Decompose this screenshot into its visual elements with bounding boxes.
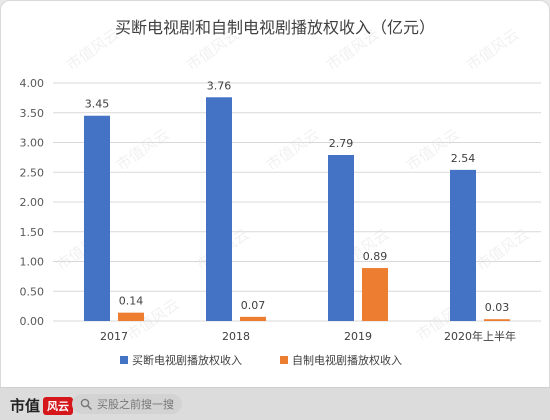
legend-label: 买断电视剧播放权收入 [132, 353, 242, 367]
y-tick-label: 2.00 [20, 196, 45, 209]
data-label: 0.07 [241, 299, 266, 312]
watermark-text: 市值风云 [263, 125, 322, 174]
data-label: 2.54 [451, 152, 476, 165]
legend: 买断电视剧播放权收入 自制电视剧播放权收入 [120, 353, 402, 367]
bar-self-made-0 [118, 312, 144, 321]
bars [84, 97, 510, 321]
x-tick-label: 2018 [222, 330, 250, 343]
search-placeholder: 买股之前搜一搜 [97, 398, 174, 411]
search-icon [80, 398, 92, 410]
bar-buyout-2 [328, 154, 354, 321]
legend-swatch [120, 356, 128, 364]
y-tick-label: 2.50 [20, 166, 45, 179]
bar-self-made-3 [484, 319, 510, 321]
data-labels: 3.45 0.14 3.76 0.07 2.79 0.89 2.54 0.03 [85, 79, 510, 314]
y-tick-label: 0.00 [20, 315, 45, 328]
legend-label: 自制电视剧播放权收入 [292, 353, 402, 367]
search-bar[interactable]: 买股之前搜一搜 [72, 394, 182, 414]
data-label: 0.89 [363, 250, 388, 263]
watermark-text: 市值风云 [463, 25, 522, 74]
watermark-text: 市值风云 [403, 125, 462, 174]
bar-self-made-1 [240, 316, 266, 321]
watermark-text: 市值风云 [473, 225, 532, 274]
bar-self-made-2 [362, 268, 388, 321]
data-label: 0.14 [119, 295, 144, 308]
y-tick-label: 1.50 [20, 226, 45, 239]
y-tick-label: 0.50 [20, 285, 45, 298]
x-tick-label: 2019 [344, 330, 372, 343]
bar-buyout-0 [84, 115, 110, 321]
y-tick-label: 1.00 [20, 256, 45, 269]
y-tick-label: 4.00 [20, 77, 45, 90]
chart-card: 市值风云 市值风云 市值风云 市值风云 市值风云 市值风云 市值风云 市值风云 市值风云 市值风云… [0, 0, 550, 388]
y-tick-label: 3.00 [20, 137, 45, 150]
x-tick-label: 2020年上半年 [444, 329, 516, 343]
bar-buyout-3 [450, 169, 476, 321]
data-label: 2.79 [329, 137, 354, 150]
brand-name: 市值 [10, 397, 41, 415]
y-axis-ticks: 0.00 0.50 1.00 1.50 2.00 2.50 3.00 3.50 4.00 [20, 77, 45, 328]
legend-swatch [280, 356, 288, 364]
x-tick-label: 2017 [100, 330, 128, 343]
footer-bar: 市值 风云 买股之前搜一搜 [0, 387, 550, 420]
data-label: 3.76 [207, 79, 232, 92]
watermark-text: 市值风云 [63, 25, 122, 74]
brand-badge: 风云 [43, 396, 74, 415]
chart-title: 买断电视剧和自制电视剧播放权收入（亿元） [115, 18, 435, 37]
y-tick-label: 3.50 [20, 107, 45, 120]
x-axis-ticks: 2017 2018 2019 2020年上半年 [100, 329, 516, 343]
data-label: 3.45 [85, 98, 110, 111]
watermark-text: 市值风云 [113, 125, 172, 174]
brand-logo[interactable]: 市值 风云 [10, 395, 74, 416]
data-label: 0.03 [485, 301, 510, 314]
bar-buyout-1 [206, 97, 232, 321]
